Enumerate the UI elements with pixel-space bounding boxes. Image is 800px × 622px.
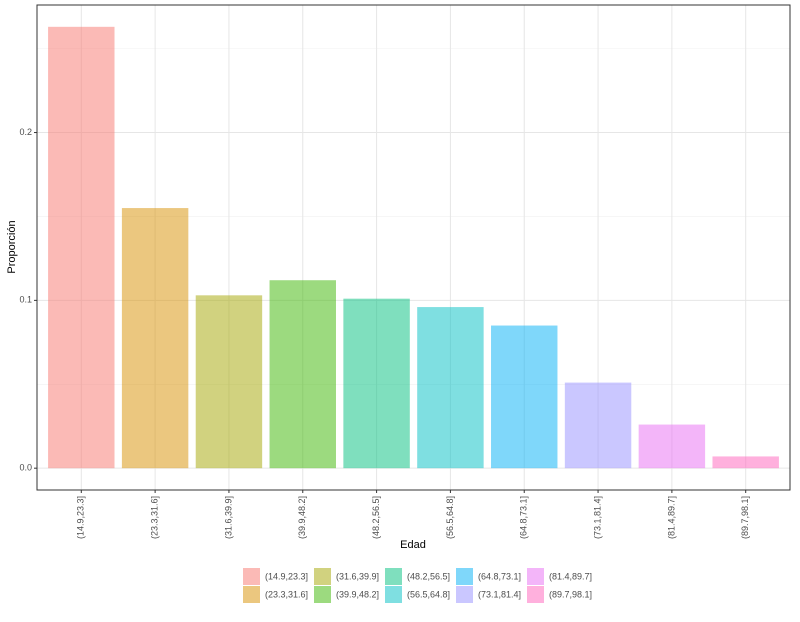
- legend-key: [314, 586, 331, 603]
- legend-key: [243, 586, 260, 603]
- bar: [48, 26, 115, 469]
- legend-key: [243, 568, 260, 585]
- legend-label: (14.9,23.3]: [265, 571, 308, 581]
- bar: [638, 424, 706, 469]
- x-tick-label: (39.9,48.2]: [297, 496, 307, 539]
- bar: [195, 295, 263, 469]
- y-axis-title: Proporción: [6, 220, 18, 273]
- x-tick-label: (73.1,81.4]: [592, 496, 602, 539]
- legend-label: (39.9,48.2]: [336, 589, 379, 599]
- legend-key: [527, 568, 544, 585]
- legend-key: [385, 586, 402, 603]
- panel-border: [36, 4, 791, 491]
- x-tick-label: (48.2,56.5]: [371, 496, 381, 539]
- bar: [121, 208, 189, 469]
- y-tick-label: 0.2: [19, 127, 32, 137]
- legend-label: (31.6,39.9]: [336, 571, 379, 581]
- legend-key: [314, 568, 331, 585]
- legend-label: (73.1,81.4]: [478, 589, 521, 599]
- y-tick-label: 0.0: [19, 463, 32, 473]
- x-tick-label: (31.6,39.9]: [223, 496, 233, 539]
- x-tick-label: (81.4,89.7]: [666, 496, 676, 539]
- legend-label: (81.4,89.7]: [549, 571, 592, 581]
- x-tick-label: (14.9,23.3]: [76, 496, 86, 539]
- legend-label: (23.3,31.6]: [265, 589, 308, 599]
- bar: [343, 298, 410, 469]
- y-tick-label: 0.1: [19, 295, 32, 305]
- legend-label: (48.2,56.5]: [407, 571, 450, 581]
- x-tick-label: (23.3,31.6]: [149, 496, 159, 539]
- bar: [564, 382, 632, 469]
- x-tick-label: (56.5,64.8]: [445, 496, 455, 539]
- x-tick-label: (64.8,73.1]: [519, 496, 529, 539]
- legend-label: (56.5,64.8]: [407, 589, 450, 599]
- x-axis-title: Edad: [400, 539, 426, 551]
- bar: [491, 325, 558, 469]
- legend-key: [456, 568, 473, 585]
- legend-key: [385, 568, 402, 585]
- bar: [269, 280, 336, 469]
- bar: [712, 456, 779, 469]
- legend-label: (64.8,73.1]: [478, 571, 521, 581]
- x-tick-label: (89.7,98.1]: [740, 496, 750, 539]
- legend-key: [456, 586, 473, 603]
- legend-key: [527, 586, 544, 603]
- legend-label: (89.7,98.1]: [549, 589, 592, 599]
- bar: [417, 307, 484, 469]
